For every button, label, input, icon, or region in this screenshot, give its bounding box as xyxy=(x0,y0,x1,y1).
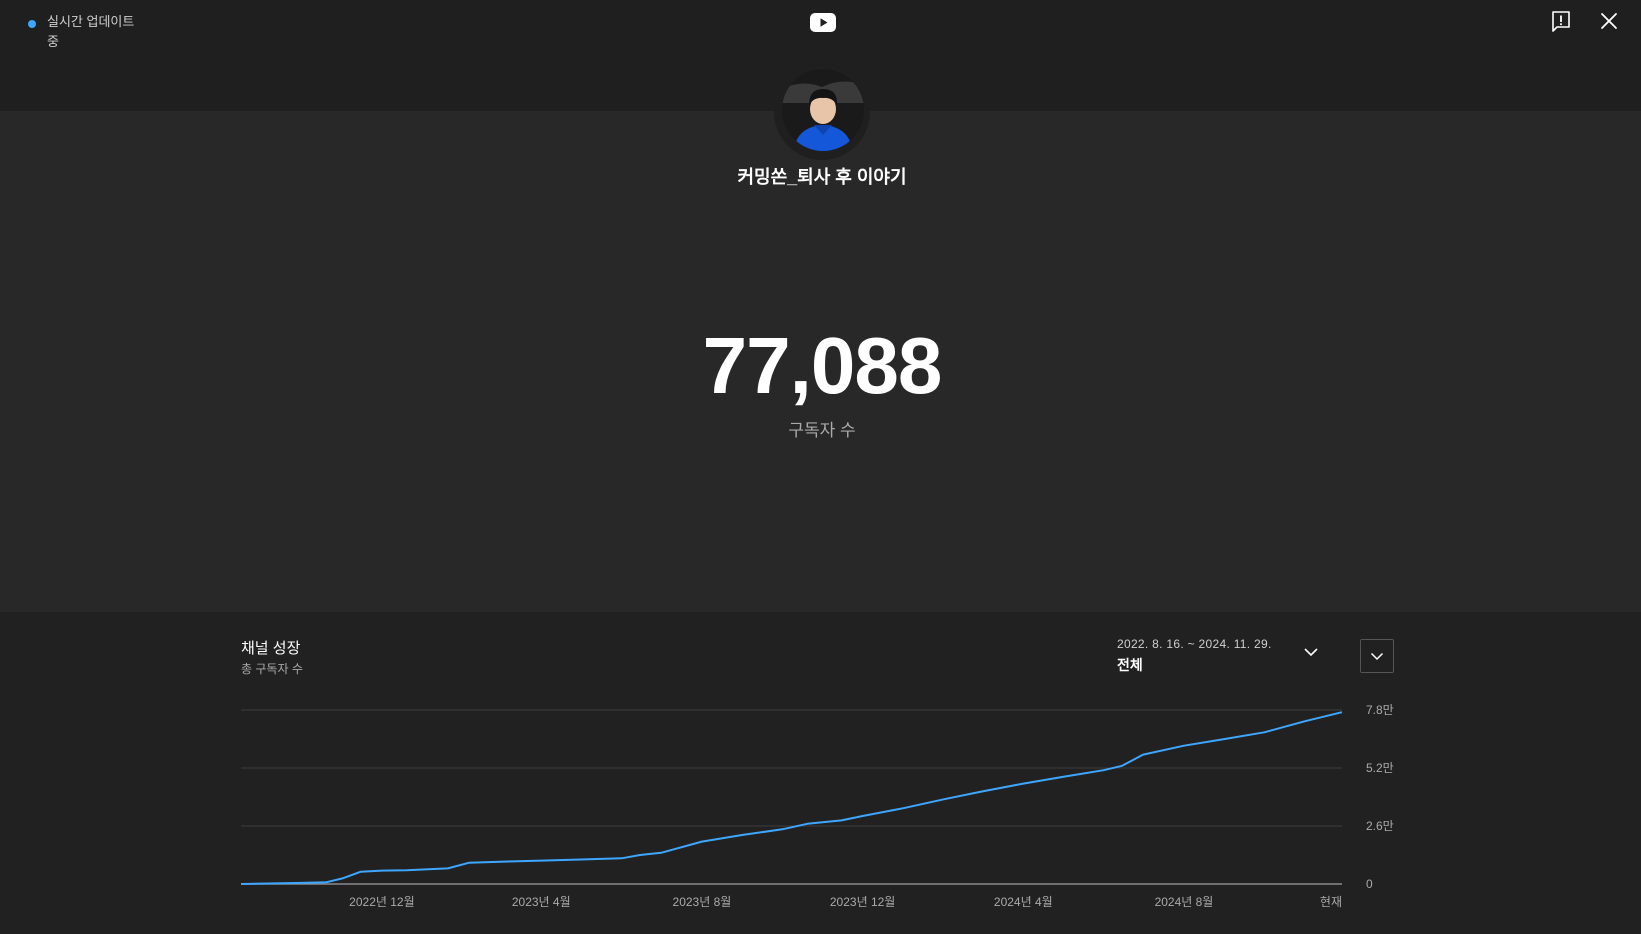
date-range-dates: 2022. 8. 16. ~ 2024. 11. 29. xyxy=(1117,637,1272,651)
x-tick-label: 2024년 8월 xyxy=(1155,895,1214,909)
subscriber-count: 77,088 xyxy=(702,321,943,410)
y-tick-label: 5.2만 xyxy=(1366,761,1394,775)
x-tick-label: 2023년 12월 xyxy=(830,895,895,909)
channel-name: 커밍쏜_퇴사 후 이야기 xyxy=(737,167,907,187)
x-tick-label: 2023년 4월 xyxy=(512,895,571,909)
x-tick-label: 현재 xyxy=(1320,895,1342,909)
x-tick-label: 2024년 4월 xyxy=(994,895,1053,909)
growth-title: 채널 성장 xyxy=(241,640,301,657)
chart-toggle-button[interactable] xyxy=(1360,639,1394,673)
subscriber-count-label: 구독자 수 xyxy=(788,421,856,440)
report-icon[interactable] xyxy=(1550,10,1572,32)
growth-subtitle: 총 구독자 수 xyxy=(241,662,303,676)
x-tick-label: 2023년 8월 xyxy=(673,895,732,909)
series-line xyxy=(240,711,1343,885)
live-update-label: 실시간 업데이트 중 xyxy=(47,14,135,49)
y-tick-label: 7.8만 xyxy=(1366,703,1394,717)
channel-avatar[interactable] xyxy=(782,69,864,151)
live-dot-icon xyxy=(28,20,36,28)
youtube-logo-icon xyxy=(810,13,836,32)
x-tick-label: 2022년 12월 xyxy=(349,895,414,909)
y-tick-label: 0 xyxy=(1366,877,1373,891)
date-range-selector[interactable]: 2022. 8. 16. ~ 2024. 11. 29. 전체 xyxy=(1117,633,1327,673)
channel-growth-panel xyxy=(0,612,1641,934)
chevron-down-icon xyxy=(1370,652,1384,661)
close-icon[interactable] xyxy=(1598,10,1620,32)
y-tick-label: 2.6만 xyxy=(1366,819,1394,833)
date-range-label: 전체 xyxy=(1117,657,1143,673)
chevron-down-icon xyxy=(1304,648,1318,657)
live-update-indicator: 실시간 업데이트 중 xyxy=(28,12,138,52)
